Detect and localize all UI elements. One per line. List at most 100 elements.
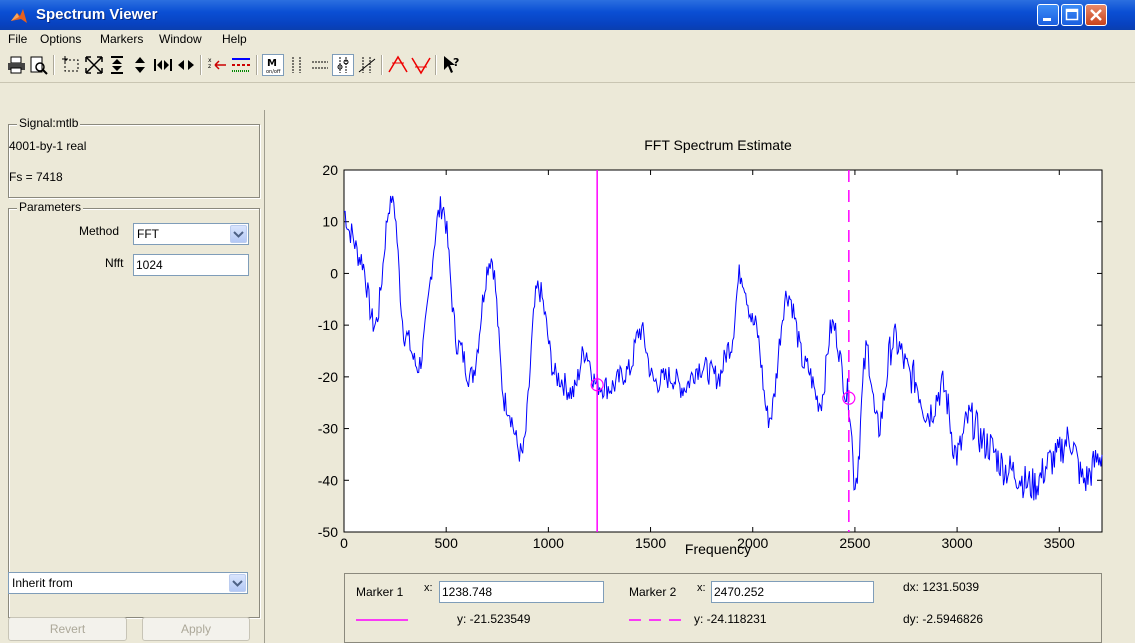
marker-2-point[interactable] [842,391,856,405]
legend-icon[interactable]: xz [207,54,229,76]
x-tick-label: 3000 [942,535,973,551]
marker-dx: dx: 1231.5039 [903,580,980,594]
toolbar-separator [53,55,55,75]
signal-fs: Fs = 7418 [9,170,63,184]
marker-readout-panel: Marker 1 x: 1238.748 y: -21.523549 Marke… [344,573,1102,643]
x-tick-label: 500 [435,535,459,551]
close-button[interactable] [1085,4,1107,26]
menu-window[interactable]: Window [159,32,202,46]
slope-markers-icon[interactable] [356,54,378,76]
vertical-markers-icon[interactable] [286,54,308,76]
nfft-label: Nfft [105,256,124,270]
toolbar-separator [200,55,202,75]
menu-options[interactable]: Options [40,32,82,46]
parameters-group: Parameters Method FFT Nfft 1024 [8,200,260,618]
marker1-x-input[interactable]: 1238.748 [439,581,604,603]
x-tick-label: 2500 [839,535,870,551]
signal-group-title: Signal:mtlb [17,116,81,130]
svg-text:M: M [267,58,277,69]
y-tick-label: -10 [318,317,338,333]
signal-size: 4001-by-1 real [9,139,87,153]
inherit-dropdown-button[interactable] [229,574,246,592]
svg-text:x: x [208,57,212,64]
inherit-from-select[interactable]: Inherit from [8,572,248,594]
markers-onoff-icon[interactable]: Mon/off [262,54,284,76]
marker1-y: y: -21.523549 [457,612,531,626]
whats-this-icon[interactable]: ? [441,54,463,76]
line-style-icon[interactable] [230,54,252,76]
zoom-x-in-icon[interactable] [152,54,174,76]
minimize-icon [1043,18,1051,21]
window-title: Spectrum Viewer [36,6,158,23]
axes-box [343,169,1103,533]
spectrum-plot[interactable]: FFT Spectrum Estimate 0 500 1000 1500 2000 25… [270,120,1130,565]
y-tick-label: 20 [322,162,338,178]
menu-markers[interactable]: Markers [100,32,144,46]
revert-button[interactable]: Revert [8,617,127,641]
zoom-box-icon[interactable] [60,54,82,76]
svg-text:z: z [208,63,211,70]
marker2-label: Marker 2 [629,585,677,599]
marker1-line-legend [356,619,408,621]
y-tick-label: -30 [318,421,338,437]
spectrum-line [343,195,1103,501]
x-tick-label: 1500 [635,535,666,551]
zoom-y-out-icon[interactable] [129,54,151,76]
marker-1-point[interactable] [590,378,604,392]
close-icon [1090,9,1102,21]
x-axis-label: Frequency [685,541,751,557]
title-bar: Spectrum Viewer [0,0,1135,30]
marker2-line-legend [629,619,681,621]
toolbar-separator [256,55,258,75]
chevron-down-icon [233,231,244,238]
marker1-x-label: x: [424,582,433,594]
x-tick-label: 1000 [533,535,564,551]
method-select[interactable]: FFT [133,223,249,245]
y-tick-label: 10 [322,214,338,230]
zoom-x-out-icon[interactable] [175,54,197,76]
valley-markers-icon[interactable] [410,54,432,76]
menu-bar: File Options Markers Window Help [0,30,1135,48]
zoom-fit-icon[interactable] [83,54,105,76]
apply-button[interactable]: Apply [142,617,250,641]
marker-dy: dy: -2.5946826 [903,612,984,626]
matlab-app-icon [11,9,27,23]
minimize-button[interactable] [1037,4,1059,26]
x-tick-label: 3500 [1044,535,1075,551]
menu-help[interactable]: Help [222,32,247,46]
marker2-x-input[interactable]: 2470.252 [711,581,874,603]
svg-text:?: ? [453,56,459,69]
inherit-from-value: Inherit from [12,576,73,590]
marker1-label: Marker 1 [356,585,404,599]
svg-text:on/off: on/off [266,69,281,75]
print-icon[interactable] [6,54,28,76]
menu-file[interactable]: File [8,32,28,46]
marker2-y: y: -24.118231 [694,612,767,626]
toolbar-separator [435,55,437,75]
x-tick-label: 2000 [737,535,768,551]
method-label: Method [79,224,120,238]
toolbar-separator [381,55,383,75]
method-value: FFT [137,227,159,241]
method-dropdown-button[interactable] [230,225,247,243]
zoom-y-in-icon[interactable] [106,54,128,76]
chevron-down-icon [232,580,243,587]
chart-title: FFT Spectrum Estimate [644,137,792,153]
print-preview-icon[interactable] [28,54,50,76]
peak-markers-icon[interactable] [387,54,409,76]
track-markers-icon[interactable] [332,54,354,76]
horizontal-markers-icon[interactable] [309,54,331,76]
parameters-group-title: Parameters [17,200,84,214]
marker2-x-label: x: [697,582,706,594]
y-tick-label: 0 [330,265,338,281]
signal-group: Signal:mtlb 4001-by-1 real Fs = 7418 [8,116,260,198]
maximize-icon [1065,8,1079,21]
maximize-button[interactable] [1061,4,1083,26]
nfft-input[interactable]: 1024 [133,254,249,276]
x-tick-label: 0 [340,535,348,551]
y-tick-label: -50 [318,524,338,540]
y-tick-label: -40 [318,472,338,488]
left-panel: Signal:mtlb 4001-by-1 real Fs = 7418 Par… [0,110,265,643]
y-tick-label: -20 [318,369,338,385]
